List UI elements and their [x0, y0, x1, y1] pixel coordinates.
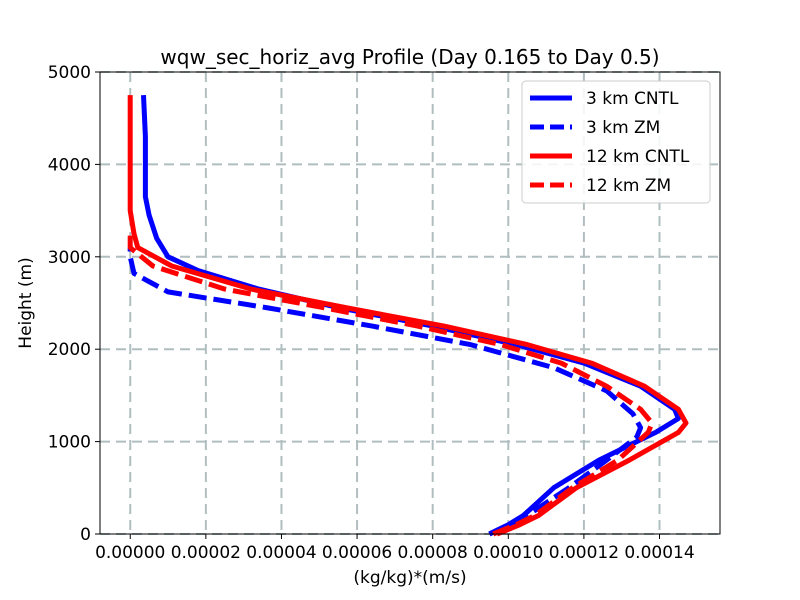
- legend-label: 3 km CNTL: [586, 89, 679, 109]
- x-tick-label: 0.00004: [246, 543, 316, 563]
- x-ticks: 0.00000 0.00002 0.00004 0.00006 0.00008 0.000…: [95, 534, 695, 563]
- y-axis-label: Height (m): [16, 257, 36, 348]
- series-line-1: [127, 247, 644, 537]
- y-tick-label: 2000: [48, 340, 91, 360]
- y-tick-label: 0: [80, 525, 91, 545]
- legend: 3 km CNTL 3 km ZM 12 km CNTL 12 km ZM: [521, 80, 711, 204]
- x-tick-label: 0.00008: [398, 543, 468, 563]
- legend-label: 12 km CNTL: [586, 147, 690, 167]
- y-tick-label: 3000: [48, 248, 91, 268]
- legend-box: [521, 80, 711, 204]
- plot-frame: [99, 71, 721, 535]
- x-tick-label: 0.00006: [322, 543, 392, 563]
- x-axis-label: (kg/kg)*(m/s): [353, 568, 466, 588]
- x-tick-label: 0.00000: [95, 543, 165, 563]
- legend-label: 3 km ZM: [586, 118, 660, 138]
- y-tick-label: 1000: [48, 433, 91, 453]
- chart-title: wqw_sec_horiz_avg Profile (Day 0.165 to …: [160, 45, 659, 69]
- x-tick-label: 0.00010: [473, 543, 543, 563]
- x-tick-label: 0.00012: [549, 543, 619, 563]
- x-tick-label: 0.00002: [171, 543, 241, 563]
- y-tick-label: 5000: [48, 63, 91, 83]
- x-tick-label: 0.00014: [624, 543, 694, 563]
- y-tick-label: 4000: [48, 155, 91, 175]
- legend-label: 12 km ZM: [586, 176, 671, 196]
- series-line-3: [127, 229, 655, 537]
- series-line-2: [127, 95, 689, 537]
- y-ticks: 0 1000 2000 3000 4000 5000: [48, 63, 100, 545]
- series-lines: [127, 94, 689, 537]
